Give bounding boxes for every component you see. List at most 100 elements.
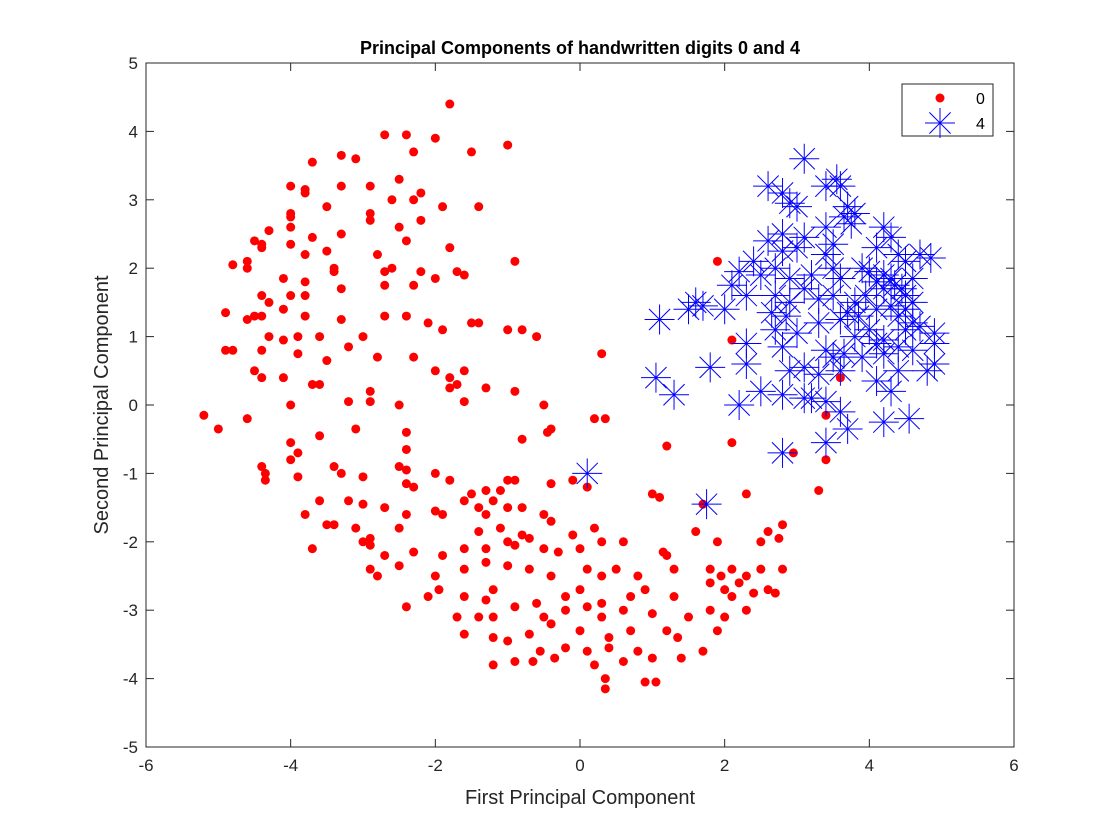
data-point	[767, 331, 798, 362]
data-point	[358, 537, 368, 547]
data-point	[401, 427, 411, 437]
data-point	[510, 475, 520, 485]
data-point	[250, 236, 259, 246]
data-point	[600, 414, 610, 424]
data-point	[695, 352, 726, 383]
data-point	[372, 352, 382, 362]
data-point	[474, 612, 484, 622]
data-point	[430, 506, 440, 516]
data-point	[380, 550, 390, 560]
data-point	[452, 612, 462, 622]
data-point	[691, 489, 722, 520]
data-point	[307, 544, 317, 554]
data-point	[774, 533, 784, 543]
x-tick-label: 0	[575, 756, 584, 775]
data-point	[257, 462, 267, 472]
data-point	[344, 496, 354, 506]
data-point	[647, 653, 657, 663]
data-point	[467, 147, 476, 157]
chart-title: Principal Components of handwritten digi…	[360, 38, 800, 58]
data-point	[329, 267, 339, 277]
data-point	[727, 335, 737, 345]
data-point	[597, 612, 607, 622]
data-point	[528, 657, 538, 666]
data-point	[503, 325, 513, 335]
data-point	[604, 633, 614, 643]
data-point	[286, 212, 296, 222]
legend-marker-4	[925, 108, 955, 138]
data-point	[561, 643, 571, 653]
data-point	[658, 547, 668, 557]
data-point	[300, 250, 310, 260]
data-point	[626, 592, 636, 602]
axis-ticks: -6 -4 -2 0 2 4 6 -5 -4 -3 -2 -1 0 1 2 3 4 5	[123, 54, 1019, 775]
data-point	[228, 345, 238, 355]
data-point	[789, 143, 820, 174]
data-point	[228, 260, 238, 270]
data-point	[510, 540, 520, 550]
data-point	[438, 325, 448, 335]
data-point	[561, 592, 571, 602]
data-point	[336, 468, 346, 478]
data-point	[336, 150, 346, 160]
data-point	[705, 578, 715, 588]
data-point	[904, 311, 935, 342]
data-point	[760, 253, 791, 284]
data-point	[278, 273, 288, 283]
data-point	[782, 232, 812, 263]
data-point	[286, 455, 296, 465]
data-point	[336, 315, 346, 324]
data-point	[503, 140, 513, 150]
data-point	[582, 646, 592, 656]
data-point	[503, 503, 513, 513]
data-point	[825, 355, 856, 386]
data-point	[575, 544, 585, 554]
y-tick-label: -5	[123, 738, 138, 757]
data-point	[481, 486, 491, 495]
data-point	[221, 308, 231, 318]
data-point	[745, 376, 776, 407]
data-point	[553, 547, 563, 557]
data-point	[669, 564, 679, 574]
data-point	[691, 527, 701, 537]
data-point	[767, 379, 798, 410]
data-point	[684, 612, 693, 622]
data-point	[524, 629, 534, 639]
data-point	[868, 407, 899, 438]
data-point	[459, 544, 469, 554]
data-point	[568, 530, 578, 540]
plot-area	[145, 62, 1015, 748]
data-point	[307, 379, 317, 389]
data-point	[481, 509, 491, 519]
legend-label-4: 4	[976, 116, 985, 133]
data-point	[257, 373, 267, 383]
data-point	[459, 629, 469, 639]
data-point	[503, 537, 513, 547]
data-point	[589, 414, 599, 424]
data-point	[401, 444, 411, 454]
data-point	[358, 332, 368, 342]
series-0	[199, 99, 845, 694]
data-point	[452, 379, 462, 389]
data-point	[351, 523, 361, 533]
data-point	[832, 413, 863, 444]
data-point	[589, 523, 599, 533]
data-point	[459, 397, 469, 407]
data-point	[716, 270, 747, 301]
y-tick-label: 4	[129, 122, 138, 141]
data-point	[401, 479, 411, 489]
data-point	[394, 561, 404, 571]
x-axis-label: First Principal Component	[465, 787, 696, 809]
data-point	[488, 633, 498, 643]
data-point	[445, 373, 455, 383]
data-point	[257, 291, 267, 301]
data-point	[438, 550, 448, 560]
data-point	[575, 626, 585, 636]
data-point	[488, 496, 498, 506]
data-point	[401, 465, 411, 475]
data-point	[336, 229, 346, 239]
data-point	[481, 383, 491, 393]
data-point	[394, 400, 404, 410]
data-point	[618, 657, 628, 666]
